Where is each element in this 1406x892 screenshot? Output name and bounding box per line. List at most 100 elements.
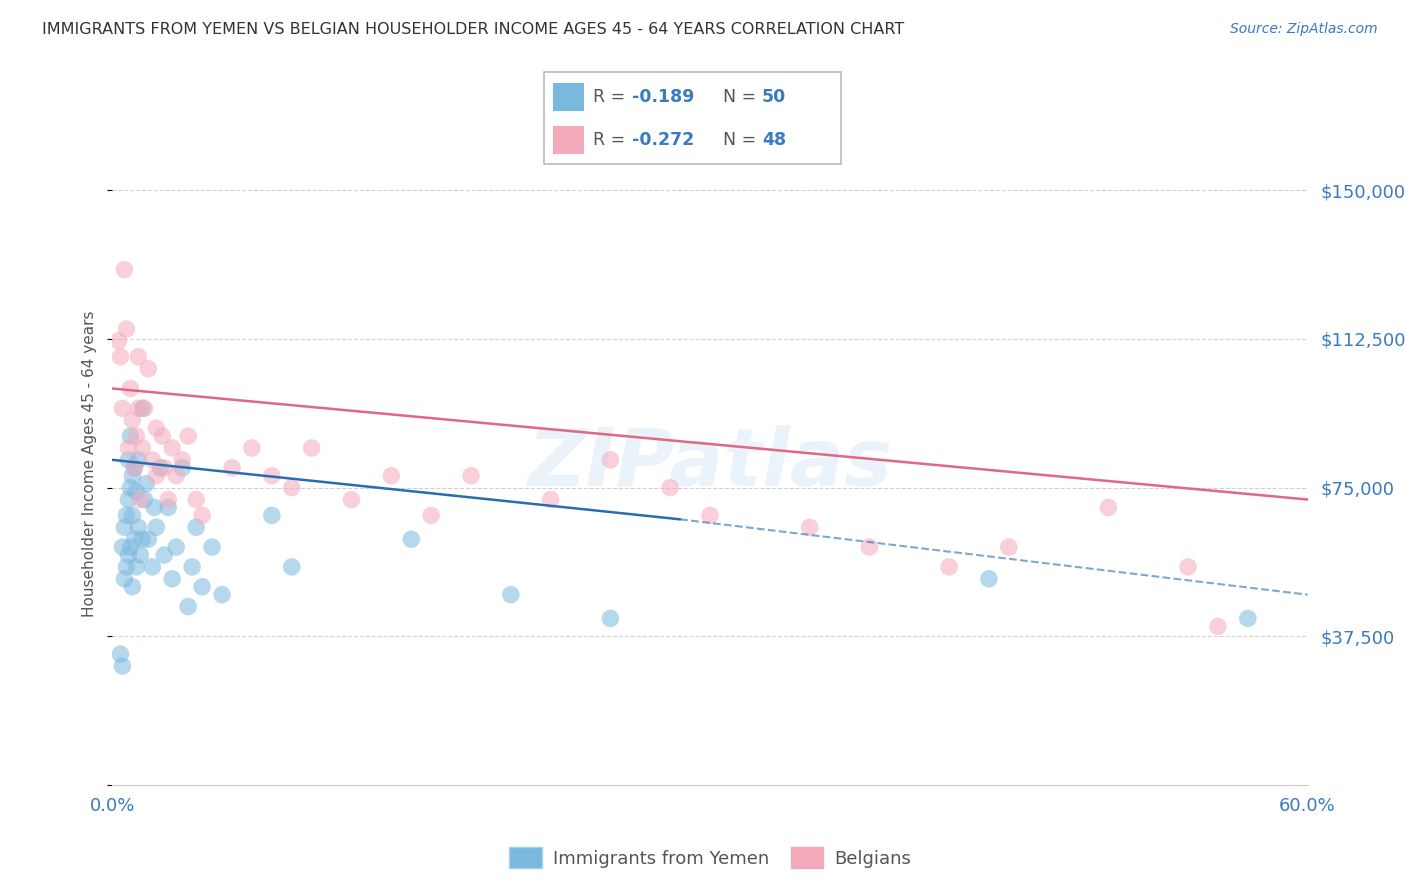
Point	[129, 548, 152, 562]
Point	[659, 481, 682, 495]
Point	[1206, 619, 1229, 633]
Bar	[554, 126, 583, 153]
Point	[111, 401, 134, 416]
Point	[162, 441, 183, 455]
Point	[131, 441, 153, 455]
Point	[131, 401, 153, 416]
Point	[129, 492, 152, 507]
Point	[117, 453, 139, 467]
Point	[127, 520, 149, 534]
Point	[191, 580, 214, 594]
Point	[938, 560, 960, 574]
Point	[177, 599, 200, 614]
Point	[281, 481, 304, 495]
Text: N =: N =	[723, 131, 762, 149]
Point	[138, 532, 160, 546]
Point	[125, 560, 148, 574]
Point	[191, 508, 214, 523]
Point	[858, 540, 880, 554]
Point	[150, 429, 173, 443]
Point	[121, 508, 143, 523]
Point	[281, 560, 304, 574]
Point	[172, 460, 194, 475]
Text: R =: R =	[593, 131, 630, 149]
Point	[117, 441, 139, 455]
Point	[125, 429, 148, 443]
Point	[124, 460, 146, 475]
Point	[420, 508, 443, 523]
Point	[145, 520, 167, 534]
Point	[107, 334, 129, 348]
Point	[201, 540, 224, 554]
Point	[114, 262, 135, 277]
Point	[699, 508, 721, 523]
Legend: Immigrants from Yemen, Belgians: Immigrants from Yemen, Belgians	[502, 840, 918, 875]
Point	[138, 361, 160, 376]
Point	[145, 421, 167, 435]
Point	[460, 468, 482, 483]
Point	[111, 540, 134, 554]
Point	[998, 540, 1021, 554]
Point	[115, 560, 138, 574]
Point	[599, 453, 621, 467]
Point	[380, 468, 402, 483]
Point	[157, 500, 180, 515]
Point	[134, 492, 156, 507]
Text: 48: 48	[762, 131, 786, 149]
Point	[799, 520, 821, 534]
Point	[124, 532, 146, 546]
Point	[121, 413, 143, 427]
Point	[127, 453, 149, 467]
Point	[143, 500, 166, 515]
Point	[117, 548, 139, 562]
Point	[977, 572, 1000, 586]
Point	[260, 508, 283, 523]
Text: -0.272: -0.272	[633, 131, 695, 149]
Text: R =: R =	[593, 87, 630, 105]
Point	[120, 481, 142, 495]
Point	[211, 588, 233, 602]
Point	[135, 476, 157, 491]
Point	[141, 560, 163, 574]
Point	[120, 382, 142, 396]
Point	[121, 468, 143, 483]
Text: -0.189: -0.189	[633, 87, 695, 105]
Point	[1097, 500, 1119, 515]
Point	[131, 532, 153, 546]
Point	[134, 401, 156, 416]
Point	[127, 350, 149, 364]
Point	[115, 508, 138, 523]
Point	[340, 492, 363, 507]
Point	[114, 572, 135, 586]
Point	[111, 659, 134, 673]
Point	[153, 460, 176, 475]
Bar	[554, 83, 583, 111]
Point	[110, 350, 132, 364]
Text: IMMIGRANTS FROM YEMEN VS BELGIAN HOUSEHOLDER INCOME AGES 45 - 64 YEARS CORRELATI: IMMIGRANTS FROM YEMEN VS BELGIAN HOUSEHO…	[42, 22, 904, 37]
Point	[149, 460, 172, 475]
Point	[599, 611, 621, 625]
Point	[157, 492, 180, 507]
Point	[127, 401, 149, 416]
Point	[240, 441, 263, 455]
Point	[162, 572, 183, 586]
Point	[141, 453, 163, 467]
Point	[153, 548, 176, 562]
Point	[115, 322, 138, 336]
Point	[186, 520, 208, 534]
Point	[540, 492, 562, 507]
Text: Source: ZipAtlas.com: Source: ZipAtlas.com	[1230, 22, 1378, 37]
Point	[177, 429, 200, 443]
Point	[1177, 560, 1199, 574]
Point	[301, 441, 323, 455]
Point	[186, 492, 208, 507]
Point	[114, 520, 135, 534]
Point	[120, 429, 142, 443]
Point	[401, 532, 423, 546]
FancyBboxPatch shape	[544, 72, 841, 164]
Point	[145, 468, 167, 483]
Point	[125, 484, 148, 499]
Point	[117, 492, 139, 507]
Point	[172, 453, 194, 467]
Point	[124, 460, 146, 475]
